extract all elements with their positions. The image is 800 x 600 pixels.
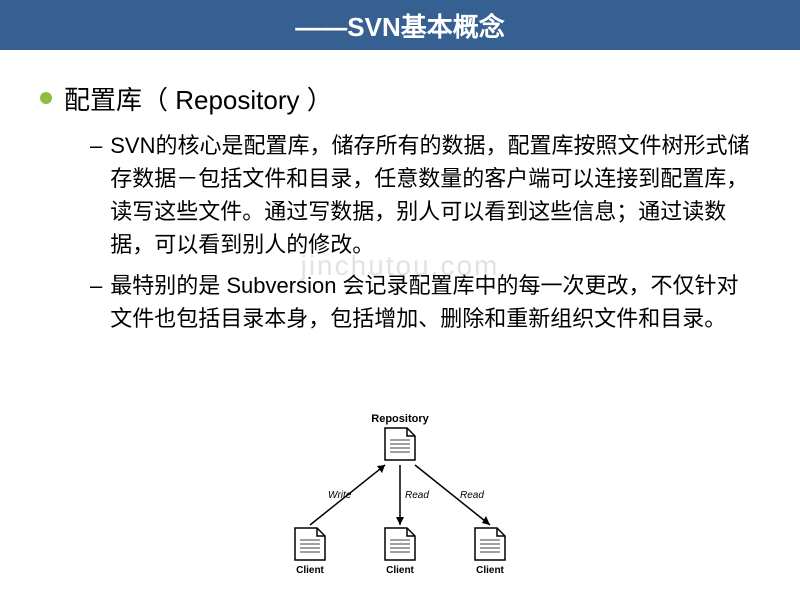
arrows: Write Read Read bbox=[310, 465, 490, 525]
slide-title: ——SVN基本概念 bbox=[295, 7, 504, 44]
client-label: Client bbox=[476, 565, 504, 576]
main-bullet-row: 配置库（ Repository ） bbox=[40, 80, 760, 117]
repository-icon: Repository bbox=[371, 413, 429, 460]
client-label: Client bbox=[296, 565, 324, 576]
sub-bullet-list: – SVN的核心是配置库，储存所有的数据，配置库按照文件树形式储存数据－包括文件… bbox=[90, 129, 760, 335]
main-bullet-text: 配置库（ Repository ） bbox=[64, 80, 333, 117]
dash-icon: – bbox=[90, 269, 102, 302]
sub-item-text: SVN的核心是配置库，储存所有的数据，配置库按照文件树形式储存数据－包括文件和目… bbox=[110, 129, 760, 261]
sub-item: – SVN的核心是配置库，储存所有的数据，配置库按照文件树形式储存数据－包括文件… bbox=[90, 129, 760, 261]
sub-item-text: 最特别的是 Subversion 会记录配置库中的每一次更改，不仅针对文件也包括… bbox=[110, 269, 760, 335]
client-icon: Client bbox=[475, 528, 505, 576]
bullet-icon bbox=[40, 92, 52, 104]
client-icon: Client bbox=[295, 528, 325, 576]
slide-content: 配置库（ Repository ） – SVN的核心是配置库，储存所有的数据，配… bbox=[0, 50, 800, 335]
sub-item: – 最特别的是 Subversion 会记录配置库中的每一次更改，不仅针对文件也… bbox=[90, 269, 760, 335]
dash-icon: – bbox=[90, 129, 102, 162]
arrow-label-write: Write bbox=[328, 490, 352, 501]
arrow-label-read2: Read bbox=[460, 490, 484, 501]
repository-diagram: Repository Write Read Read Client bbox=[250, 410, 550, 580]
arrow-label-read1: Read bbox=[405, 490, 429, 501]
client-label: Client bbox=[386, 565, 414, 576]
repo-label: Repository bbox=[371, 413, 429, 425]
slide-title-bar: ——SVN基本概念 bbox=[0, 0, 800, 50]
client-icon: Client bbox=[385, 528, 415, 576]
